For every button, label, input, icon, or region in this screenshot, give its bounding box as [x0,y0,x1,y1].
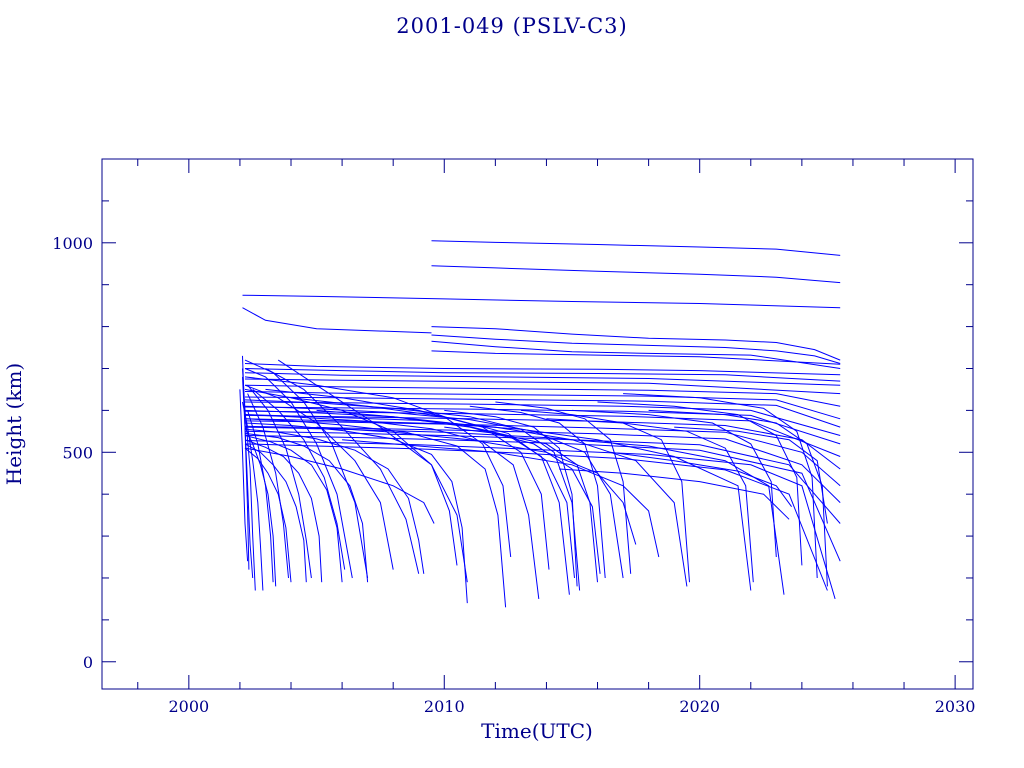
series-line-13 [244,391,841,420]
series-line-15 [244,401,841,436]
series-line-59 [316,409,601,574]
series-layer [239,240,841,608]
series-line-73 [610,451,793,507]
series-line-74 [559,468,790,520]
series-line-38 [244,443,307,583]
series-line-50 [265,368,420,574]
series-line-27 [244,414,688,587]
series-line-51 [277,359,468,583]
series-line-60 [316,426,637,545]
series-line-0 [431,240,841,256]
series-line-23 [244,440,836,600]
series-line-35 [244,432,369,583]
series-line-54 [244,384,394,570]
series-line-47 [247,393,289,579]
series-line-45 [239,389,249,562]
series-line-3 [242,307,432,334]
series-line-6 [431,340,841,369]
series-line-10 [244,372,841,386]
series-line-39 [244,447,292,583]
series-line-1 [431,265,841,284]
series-line-58 [290,397,575,579]
x-axis-label: Time(UTC) [481,719,593,743]
series-line-20 [244,425,841,503]
series-line-2 [242,294,841,309]
series-line-65 [469,405,606,579]
series-line-70 [597,401,803,566]
x-tick-label: 2020 [679,697,720,716]
series-line-33 [244,422,468,604]
series-line-9 [244,368,841,382]
series-line-64 [444,409,578,587]
series-line-52 [244,368,353,579]
plot-frame [101,158,974,690]
series-line-61 [342,439,660,558]
y-tick-label: 1000 [52,234,93,253]
series-line-67 [520,409,690,583]
series-line-69 [571,409,777,558]
series-line-5 [431,334,841,364]
x-tick-label: 2030 [935,697,976,716]
series-line-53 [244,359,369,579]
series-line-75 [674,426,828,524]
series-line-17 [244,410,841,457]
series-line-24 [244,443,828,591]
series-line-11 [244,378,841,395]
series-line-7 [431,350,841,365]
series-line-14 [244,396,841,428]
series-line-8 [244,363,841,376]
tick-label-layer: 0 500 1000 2000 2010 2020 2030 [52,234,975,716]
series-line-30 [244,409,570,595]
y-tick-label: 0 [83,653,93,672]
series-line-25 [244,426,785,595]
chart-title: 2001-049 (PSLV-C3) [396,14,628,38]
series-line-41 [242,401,264,591]
series-line-19 [244,420,841,487]
series-line-72 [648,409,828,587]
series-line-46 [247,410,274,583]
series-line-28 [244,405,624,579]
series-line-26 [244,418,752,591]
series-line-16 [244,406,841,445]
x-tick-label: 2010 [424,697,465,716]
series-line-31 [244,414,540,599]
tick-layer [102,158,973,689]
x-tick-label: 2000 [168,697,209,716]
series-line-22 [244,435,841,562]
series-line-68 [546,418,754,583]
series-line-49 [252,389,346,570]
y-tick-label: 500 [62,443,93,462]
series-line-44 [242,355,250,570]
series-line-37 [244,439,323,583]
series-line-63 [444,426,598,583]
series-line-48 [247,384,312,579]
series-line-32 [244,418,507,608]
series-line-66 [495,401,632,574]
series-line-29 [244,399,581,591]
series-line-4 [431,326,841,361]
series-line-62 [244,447,435,524]
series-line-71 [623,393,818,579]
y-axis-label: Height (km) [2,363,26,485]
series-line-36 [244,435,343,583]
